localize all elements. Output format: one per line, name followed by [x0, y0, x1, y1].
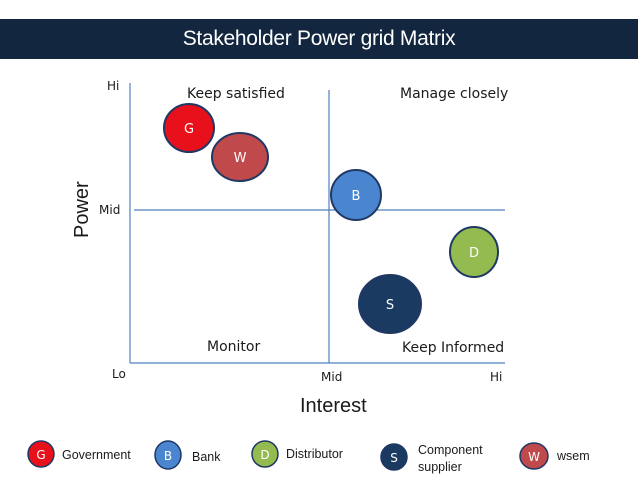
bubble-wsem: W: [211, 132, 269, 182]
y-tick-lo: Lo: [112, 367, 126, 381]
legend-item-distributor: D Distributor: [251, 440, 343, 468]
y-axis-title: Power: [71, 181, 93, 238]
bubble-distributor: D: [449, 226, 499, 278]
legend-label-wsem: wsem: [556, 449, 590, 463]
legend-item-government: G Government: [27, 440, 131, 468]
legend-label-supplier: supplier: [418, 460, 462, 474]
bubble-letter-g: G: [184, 122, 194, 137]
bubble-component-supplier: S: [358, 274, 422, 334]
y-tick-hi: Hi: [107, 79, 119, 93]
legend-item-bank: B Bank: [154, 440, 221, 470]
quadrant-label-keep-satisfied: Keep satisfied: [187, 86, 285, 102]
legend-label-component: Component: [418, 443, 483, 457]
legend: G Government B Bank D Distributor S Comp…: [27, 440, 590, 474]
legend-item-wsem: W wsem: [519, 442, 590, 470]
legend-label-government: Government: [62, 448, 131, 462]
legend-letter-b: B: [164, 449, 172, 463]
quadrant-label-manage-closely: Manage closely: [400, 86, 508, 102]
title-bar: Stakeholder Power grid Matrix: [0, 19, 638, 59]
bubble-government: G: [163, 103, 215, 153]
legend-letter-w: W: [528, 450, 540, 464]
bubble-bank: B: [330, 169, 382, 221]
quadrant-label-keep-informed: Keep Informed: [402, 340, 504, 356]
bubble-letter-d: D: [469, 246, 479, 261]
legend-label-distributor: Distributor: [286, 447, 343, 461]
legend-item-component-supplier: S Component supplier: [380, 443, 483, 474]
page-title: Stakeholder Power grid Matrix: [182, 27, 456, 50]
legend-letter-g: G: [36, 448, 45, 462]
quadrant-label-monitor: Monitor: [207, 339, 260, 355]
bubble-letter-s: S: [386, 298, 394, 313]
legend-letter-s: S: [390, 451, 398, 465]
x-tick-mid: Mid: [321, 370, 342, 384]
legend-letter-d: D: [260, 448, 269, 462]
bubble-letter-w: W: [234, 151, 247, 166]
bubble-letter-b: B: [352, 189, 361, 204]
x-tick-hi: Hi: [490, 370, 502, 384]
x-axis-title: Interest: [300, 395, 367, 417]
legend-label-bank: Bank: [192, 450, 221, 464]
y-tick-mid: Mid: [99, 203, 120, 217]
